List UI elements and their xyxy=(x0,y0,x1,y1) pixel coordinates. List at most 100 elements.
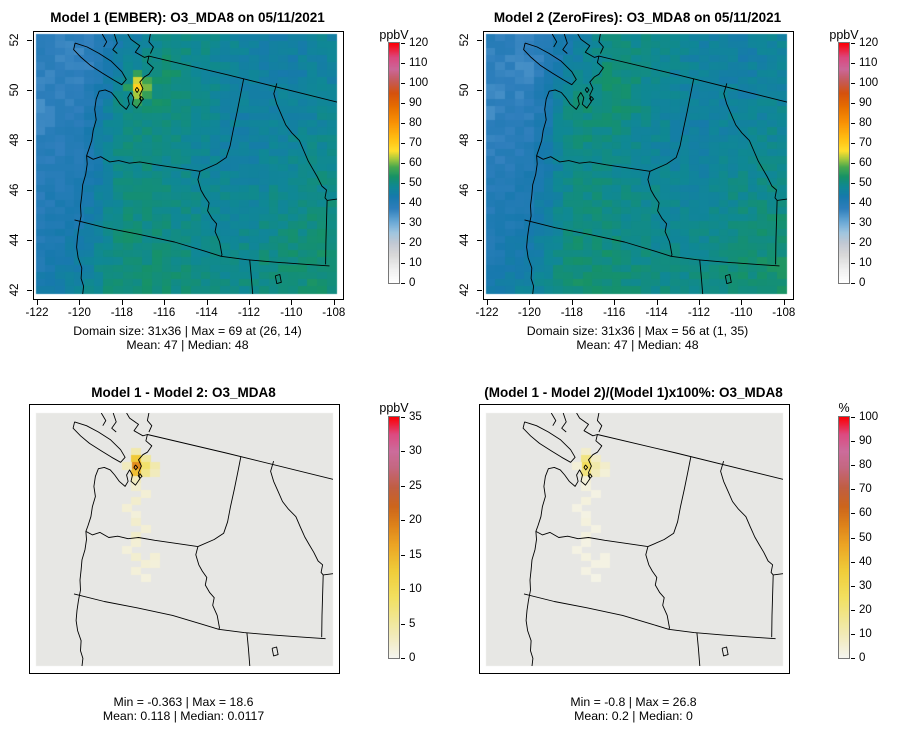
colorbar-tick xyxy=(401,624,405,625)
colorbar-tick-label: 50 xyxy=(409,177,422,189)
colorbar-tick-label: 20 xyxy=(409,237,422,249)
y-axis-tick xyxy=(477,290,482,291)
colorbar-tick xyxy=(851,143,855,144)
colorbar-gradient xyxy=(838,42,850,284)
colorbar-tick xyxy=(401,143,405,144)
colorbar-tick-label: 120 xyxy=(859,37,879,49)
colorbar-tick xyxy=(851,283,855,284)
y-axis-tick-label: 50 xyxy=(9,83,21,97)
colorbar-tick xyxy=(851,538,855,539)
colorbar-tick-label: 40 xyxy=(859,556,872,568)
colorbar-tick-label: 20 xyxy=(409,514,422,526)
y-axis-tick-label: 42 xyxy=(9,283,21,297)
x-axis-tick xyxy=(249,300,250,305)
y-axis-tick-label: 46 xyxy=(459,183,471,197)
x-axis-tick xyxy=(699,300,700,305)
colorbar-tick-label: 100 xyxy=(859,77,879,89)
colorbar-tick xyxy=(851,586,855,587)
colorbar-unit-label: ppbV xyxy=(379,28,409,42)
colorbar-tick xyxy=(401,203,405,204)
colorbar-tick-label: 35 xyxy=(409,411,422,423)
colorbar-tick xyxy=(851,441,855,442)
x-axis-tick xyxy=(741,300,743,305)
stats-line-1: Domain size: 31x36 | Max = 69 at (26, 14… xyxy=(73,324,302,338)
colorbar-tick-label: 60 xyxy=(859,157,872,169)
colorbar-tick xyxy=(851,243,855,244)
x-axis-tick-label: -118 xyxy=(110,307,133,319)
panel-title-model2: Model 2 (ZeroFires): O3_MDA8 on 05/11/20… xyxy=(493,10,782,25)
colorbar-tick xyxy=(401,263,405,264)
x-axis-tick xyxy=(529,300,531,305)
x-axis-tick-label: -114 xyxy=(195,307,218,319)
y-axis-tick xyxy=(27,40,32,41)
x-axis-tick xyxy=(656,300,658,305)
colorbar-gradient xyxy=(388,42,400,284)
y-axis-tick-label: 52 xyxy=(459,33,471,47)
colorbar-tick xyxy=(851,83,855,84)
x-axis-tick xyxy=(614,300,616,305)
map-raster-canvas xyxy=(484,32,793,299)
colorbar-tick-label: 10 xyxy=(409,583,422,595)
y-axis-tick xyxy=(27,240,32,241)
x-axis-tick-label: -112 xyxy=(237,307,261,319)
map-plot-area-percent-difference xyxy=(479,404,790,674)
colorbar-tick-label: 90 xyxy=(859,97,872,109)
x-axis-tick-label: -114 xyxy=(645,307,668,319)
x-axis-tick-label: -110 xyxy=(730,307,753,319)
colorbar-tick xyxy=(401,555,405,556)
stats-line-1: Domain size: 31x36 | Max = 56 at (1, 35) xyxy=(526,324,749,338)
map-raster-canvas xyxy=(34,32,343,299)
colorbar-tick xyxy=(401,183,405,184)
colorbar-tick-label: 100 xyxy=(859,411,879,423)
x-axis-tick-label: -108 xyxy=(322,307,346,319)
colorbar-tick xyxy=(401,283,405,284)
colorbar-gradient xyxy=(838,416,850,659)
colorbar-unit-label: ppbV xyxy=(829,28,859,42)
colorbar-tick xyxy=(851,183,855,184)
colorbar-tick-label: 30 xyxy=(859,580,872,592)
x-axis-tick xyxy=(571,300,573,305)
colorbar-tick-label: 100 xyxy=(409,77,429,89)
stats-line-2: Mean: 47 | Median: 48 xyxy=(576,337,699,352)
colorbar-tick xyxy=(401,43,405,44)
y-axis-tick xyxy=(27,140,32,141)
colorbar-tick-label: 120 xyxy=(409,37,429,49)
colorbar-tick-label: 20 xyxy=(859,604,872,616)
y-axis-tick xyxy=(27,290,32,291)
y-axis-tick-label: 46 xyxy=(9,183,21,197)
panel-title-difference: Model 1 - Model 2: O3_MDA8 xyxy=(91,385,276,400)
panel-title-model1: Model 1 (EMBER): O3_MDA8 on 05/11/2021 xyxy=(50,10,325,25)
colorbar-tick-label: 40 xyxy=(859,197,872,209)
colorbar-tick-label: 30 xyxy=(409,445,422,457)
colorbar-tick xyxy=(401,223,405,224)
map-plot-area-model2 xyxy=(483,31,794,300)
stats-text: Domain size: 31x36 | Max = 69 at (26, 14… xyxy=(33,324,342,352)
colorbar-tick xyxy=(851,163,855,164)
map-raster-canvas xyxy=(480,405,789,673)
colorbar-tick xyxy=(401,163,405,164)
y-axis-tick-label: 44 xyxy=(459,233,471,247)
colorbar-tick-label: 110 xyxy=(859,57,878,69)
x-axis-tick xyxy=(79,300,81,305)
colorbar-tick-label: 10 xyxy=(409,257,422,269)
stats-line-1: Min = -0.8 | Max = 26.8 xyxy=(570,695,697,709)
x-axis-tick xyxy=(37,300,38,305)
x-axis-tick xyxy=(291,300,293,305)
x-axis-tick-label: -120 xyxy=(67,307,91,319)
colorbar-tick xyxy=(851,417,855,418)
colorbar-tick xyxy=(401,520,405,521)
x-axis-tick-label: -122 xyxy=(475,307,499,319)
x-axis-tick xyxy=(121,300,123,305)
colorbar-tick xyxy=(851,43,855,44)
y-axis-tick-label: 52 xyxy=(9,33,21,47)
colorbar-tick-label: 60 xyxy=(859,507,872,519)
colorbar-tick-label: 50 xyxy=(859,177,872,189)
colorbar-tick xyxy=(401,83,405,84)
y-axis-tick xyxy=(477,90,482,91)
colorbar-tick-label: 80 xyxy=(859,117,872,129)
x-axis-tick-label: -110 xyxy=(280,307,303,319)
panel-title-percent-difference: (Model 1 - Model 2)/(Model 1)x100%: O3_M… xyxy=(484,385,783,400)
x-axis-tick xyxy=(487,300,488,305)
colorbar-tick-label: 90 xyxy=(859,435,872,447)
